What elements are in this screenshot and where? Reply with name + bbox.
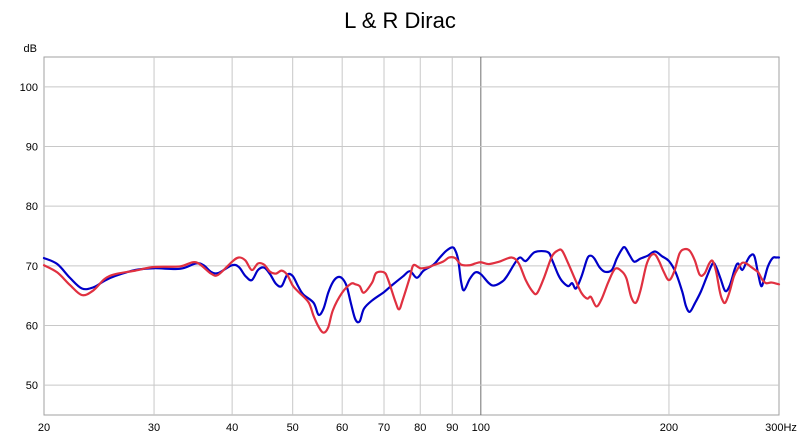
x-tick-label: 60 [336,422,348,434]
x-tick-label: 80 [414,422,426,434]
x-tick-label: 50 [287,422,299,434]
y-tick-label: 100 [20,82,38,94]
x-tick-label: 40 [226,422,238,434]
y-tick-label: 70 [26,261,38,273]
tick-labels: 20 30 40 50 60 70 80 90 100 200 300Hz 50 60 70 80 90 100 [20,82,797,434]
x-tick-label: 70 [378,422,390,434]
series-line-blue [42,245,781,324]
x-tick-label: 100 [472,422,490,434]
y-tick-label: 80 [26,201,38,213]
grid [44,57,779,415]
plot-frame [43,56,780,416]
y-tick-label: 50 [26,380,38,392]
x-tick-label: 20 [38,422,50,434]
y-axis-unit-label: dB [24,43,37,55]
series-layer [42,245,781,334]
x-tick-label: 30 [148,422,160,434]
x-tick-label: 300Hz [765,422,797,434]
y-tick-label: 90 [26,142,38,154]
x-tick-label: 90 [446,422,458,434]
x-tick-label: 200 [660,422,678,434]
y-tick-label: 60 [26,321,38,333]
chart-title: L & R Dirac [344,8,456,33]
series-line-red [42,247,781,334]
